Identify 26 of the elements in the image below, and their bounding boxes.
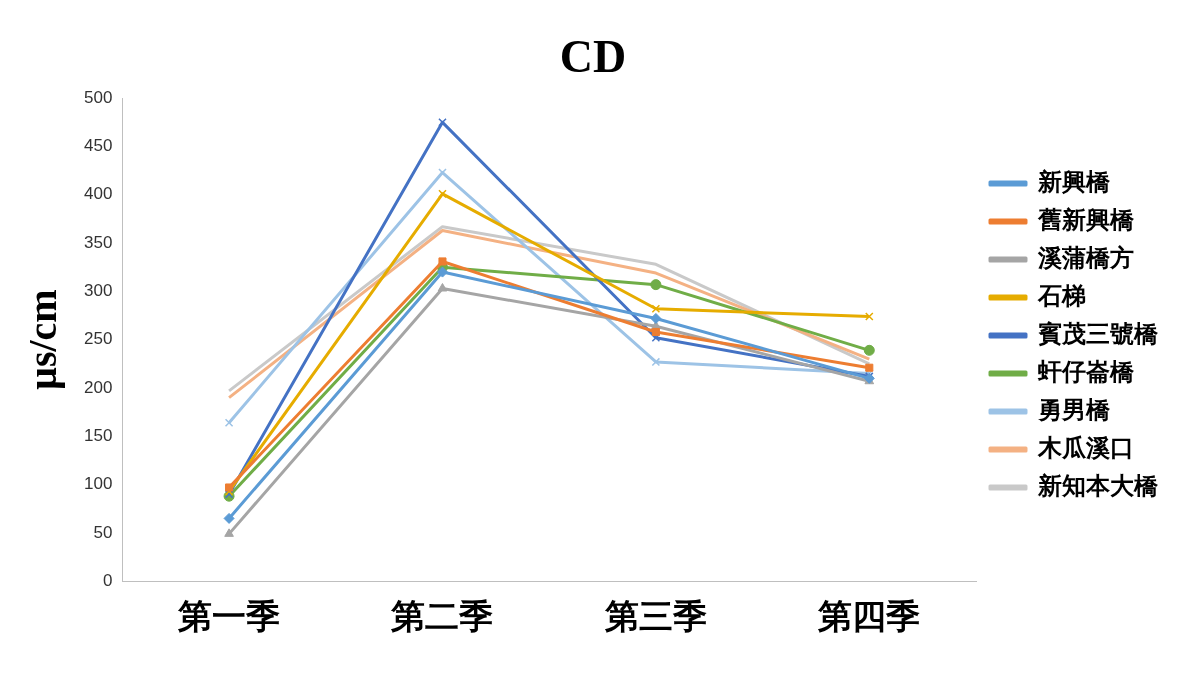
y-tick-label: 150	[83, 425, 113, 445]
y-tick-label: 300	[83, 281, 113, 301]
x-tick-label: 第一季	[177, 598, 281, 636]
legend-label: 新興橋	[1037, 168, 1111, 195]
x-tick-label: 第四季	[817, 598, 921, 636]
y-axis-title: µs/cm	[20, 289, 66, 391]
y-tick-label: 250	[83, 329, 113, 349]
legend-label: 石梯	[1037, 282, 1086, 309]
y-tick-label: 500	[83, 87, 113, 107]
legend-label: 虷仔崙橋	[1037, 358, 1135, 385]
legend-label: 勇男橋	[1037, 396, 1111, 423]
legend-label: 溪蒲橋方	[1037, 243, 1134, 271]
y-tick-label: 0	[102, 570, 113, 590]
y-tick-label: 350	[83, 232, 113, 252]
legend-label: 舊新興橋	[1037, 206, 1135, 233]
chart-title: CD	[559, 31, 627, 83]
y-tick-label: 400	[83, 184, 113, 204]
y-tick-label: 450	[83, 136, 113, 156]
x-tick-label: 第二季	[390, 598, 494, 636]
legend-label: 木瓜溪口	[1037, 434, 1134, 461]
y-tick-label: 100	[83, 474, 113, 494]
legend-label: 新知本大橋	[1037, 472, 1159, 499]
x-tick-label: 第三季	[603, 598, 707, 636]
y-tick-label: 200	[83, 377, 113, 397]
y-tick-label: 50	[93, 522, 113, 542]
legend-label: 賓茂三號橋	[1038, 319, 1159, 347]
